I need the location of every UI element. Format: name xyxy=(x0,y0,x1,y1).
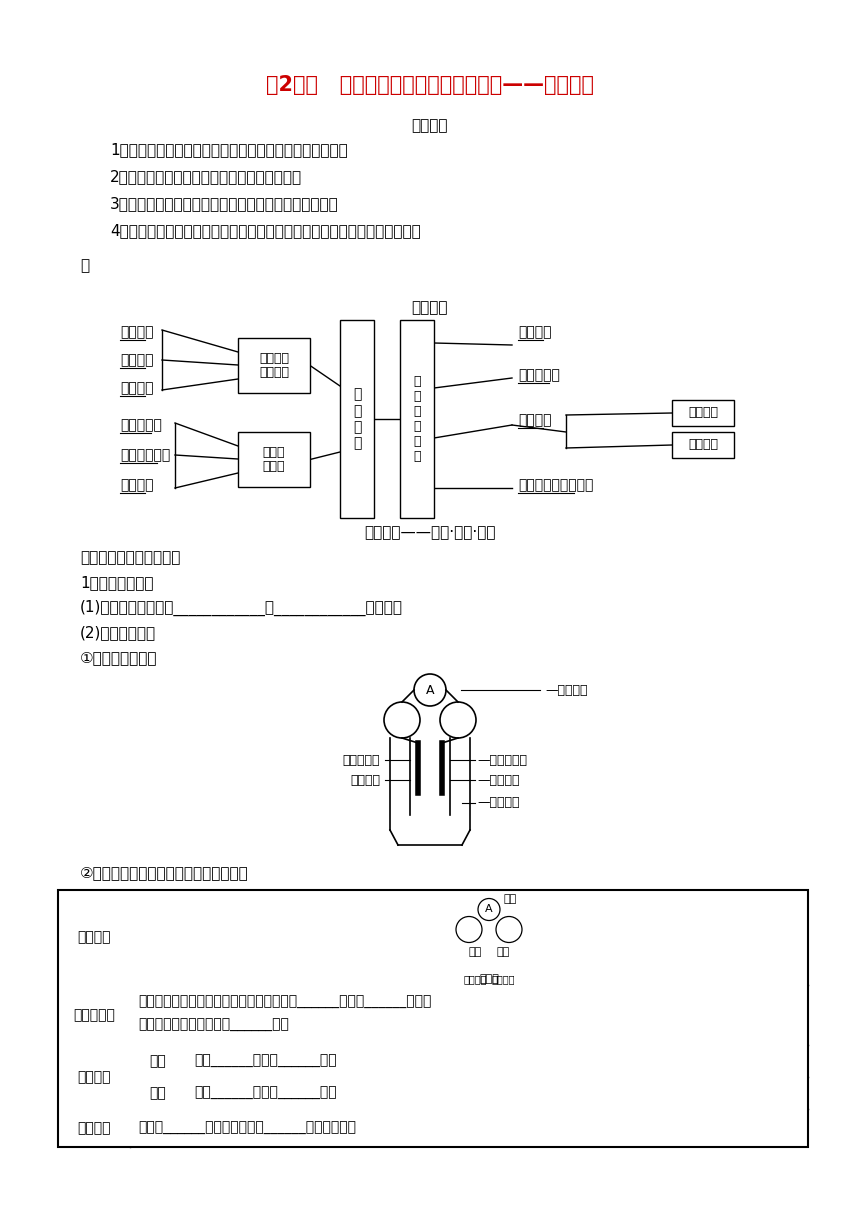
Text: 找两极材料: 找两极材料 xyxy=(120,418,162,432)
Text: 两极反应: 两极反应 xyxy=(77,1070,111,1083)
Text: 知识网络: 知识网络 xyxy=(412,300,448,315)
Text: 一、原电池的构造及原理: 一、原电池的构造及原理 xyxy=(80,550,181,565)
Text: 离子流向: 离子流向 xyxy=(120,353,153,367)
Text: A: A xyxy=(485,905,493,914)
Text: 并通过能导电的物质形成______产生: 并通过能导电的物质形成______产生 xyxy=(138,1018,289,1032)
Text: 电子转移: 电子转移 xyxy=(77,1121,111,1135)
Bar xyxy=(400,320,434,518)
Text: 2．以原电池为例认识化学能可以转化为电能。: 2．以原电池为例认识化学能可以转化为电能。 xyxy=(110,169,302,184)
Text: —离子导体: —离子导体 xyxy=(477,796,519,810)
Bar xyxy=(238,432,310,486)
Text: 正极: 正极 xyxy=(150,1086,166,1100)
Text: 电子流向: 电子流向 xyxy=(120,325,153,339)
Text: 氢气______，发生______反应: 氢气______，发生______反应 xyxy=(194,1054,336,1068)
Text: —正极反应物: —正极反应物 xyxy=(477,754,527,766)
Text: 还原剂和氧化剂分别在两个不同的区域发生______反应和______反应，: 还原剂和氧化剂分别在两个不同的区域发生______反应和______反应， xyxy=(138,995,432,1009)
Text: 3．从氧化还原反应的角度初步认识原电池的工作原理。: 3．从氧化还原反应的角度初步认识原电池的工作原理。 xyxy=(110,196,339,212)
Text: 学业基础——自学·思记·尝试: 学业基础——自学·思记·尝试 xyxy=(365,525,495,540)
Bar xyxy=(58,890,808,1147)
Text: 离子导体: 离子导体 xyxy=(688,439,718,451)
Text: 第2课时   化学反应能量转化的重要应用——化学电池: 第2课时 化学反应能量转化的重要应用——化学电池 xyxy=(266,75,594,95)
Text: 电子导体: 电子导体 xyxy=(688,406,718,420)
Text: ①氢氧燃料电池：: ①氢氧燃料电池： xyxy=(80,651,157,665)
Text: 找电解质溶液: 找电解质溶液 xyxy=(120,447,170,462)
Text: 原电池的
工作原理: 原电池的 工作原理 xyxy=(259,351,289,379)
Text: 石墨电极: 石墨电极 xyxy=(491,974,515,985)
Text: A: A xyxy=(426,683,434,697)
Text: 4．体会提高燃料的燃烧效率、开发高能清洁燃料和研制新型电池的重要性。: 4．体会提高燃料的燃烧效率、开发高能清洁燃料和研制新型电池的重要性。 xyxy=(110,223,421,238)
Text: 氢气: 氢气 xyxy=(469,947,482,957)
Text: ，: ， xyxy=(80,258,89,274)
Bar xyxy=(672,432,734,458)
Text: 1．知道化学反应可以实现化学能与其他形式的能量转化。: 1．知道化学反应可以实现化学能与其他形式的能量转化。 xyxy=(110,142,347,157)
Text: 闭合回路: 闭合回路 xyxy=(518,413,551,427)
Text: 1．原电池原理：: 1．原电池原理： xyxy=(80,575,153,590)
Text: 原电池原理: 原电池原理 xyxy=(73,1008,115,1021)
Text: 负极反应物: 负极反应物 xyxy=(342,754,380,766)
Text: (1)原电池：一种利用____________将____________的装置。: (1)原电池：一种利用____________将____________的装置。 xyxy=(80,599,403,617)
Bar xyxy=(238,338,310,393)
Text: 石墨电极: 石墨电极 xyxy=(464,974,487,985)
Bar xyxy=(340,320,374,518)
Text: 电解质溶液: 电解质溶液 xyxy=(518,368,560,382)
Text: 学业要求: 学业要求 xyxy=(412,118,448,133)
Text: (2)原电池原理：: (2)原电池原理： xyxy=(80,625,157,640)
Text: 稀硫酸: 稀硫酸 xyxy=(479,974,499,985)
Text: 负极材料: 负极材料 xyxy=(350,773,380,787)
Text: 电极材料: 电极材料 xyxy=(518,325,551,339)
Text: —电子导体: —电子导体 xyxy=(545,683,587,697)
Text: —正极材料: —正极材料 xyxy=(477,773,519,787)
Text: 负极: 负极 xyxy=(150,1054,166,1068)
Text: 导线: 导线 xyxy=(503,895,516,905)
Text: 氧气______，发生______反应: 氧气______，发生______反应 xyxy=(194,1086,336,1100)
Text: 氧气: 氧气 xyxy=(496,947,510,957)
Text: ②原电池原理：（以氢氧燃料电池为例）: ②原电池原理：（以氢氧燃料电池为例） xyxy=(80,865,249,880)
Bar xyxy=(672,400,734,426)
Text: 闭合回路: 闭合回路 xyxy=(120,478,153,492)
Text: 化
学
电
池: 化 学 电 池 xyxy=(353,388,361,450)
Text: 自发的氧化还原反应: 自发的氧化还原反应 xyxy=(518,478,593,492)
Text: 原
电
池
的
构
成: 原 电 池 的 构 成 xyxy=(414,375,421,463)
Text: 电子由______极通过导线流向______极，形成电流: 电子由______极通过导线流向______极，形成电流 xyxy=(138,1121,356,1135)
Text: 电极反应: 电极反应 xyxy=(120,381,153,395)
Text: 实验装置: 实验装置 xyxy=(77,930,111,945)
Text: 原电池
的设计: 原电池 的设计 xyxy=(263,445,286,473)
